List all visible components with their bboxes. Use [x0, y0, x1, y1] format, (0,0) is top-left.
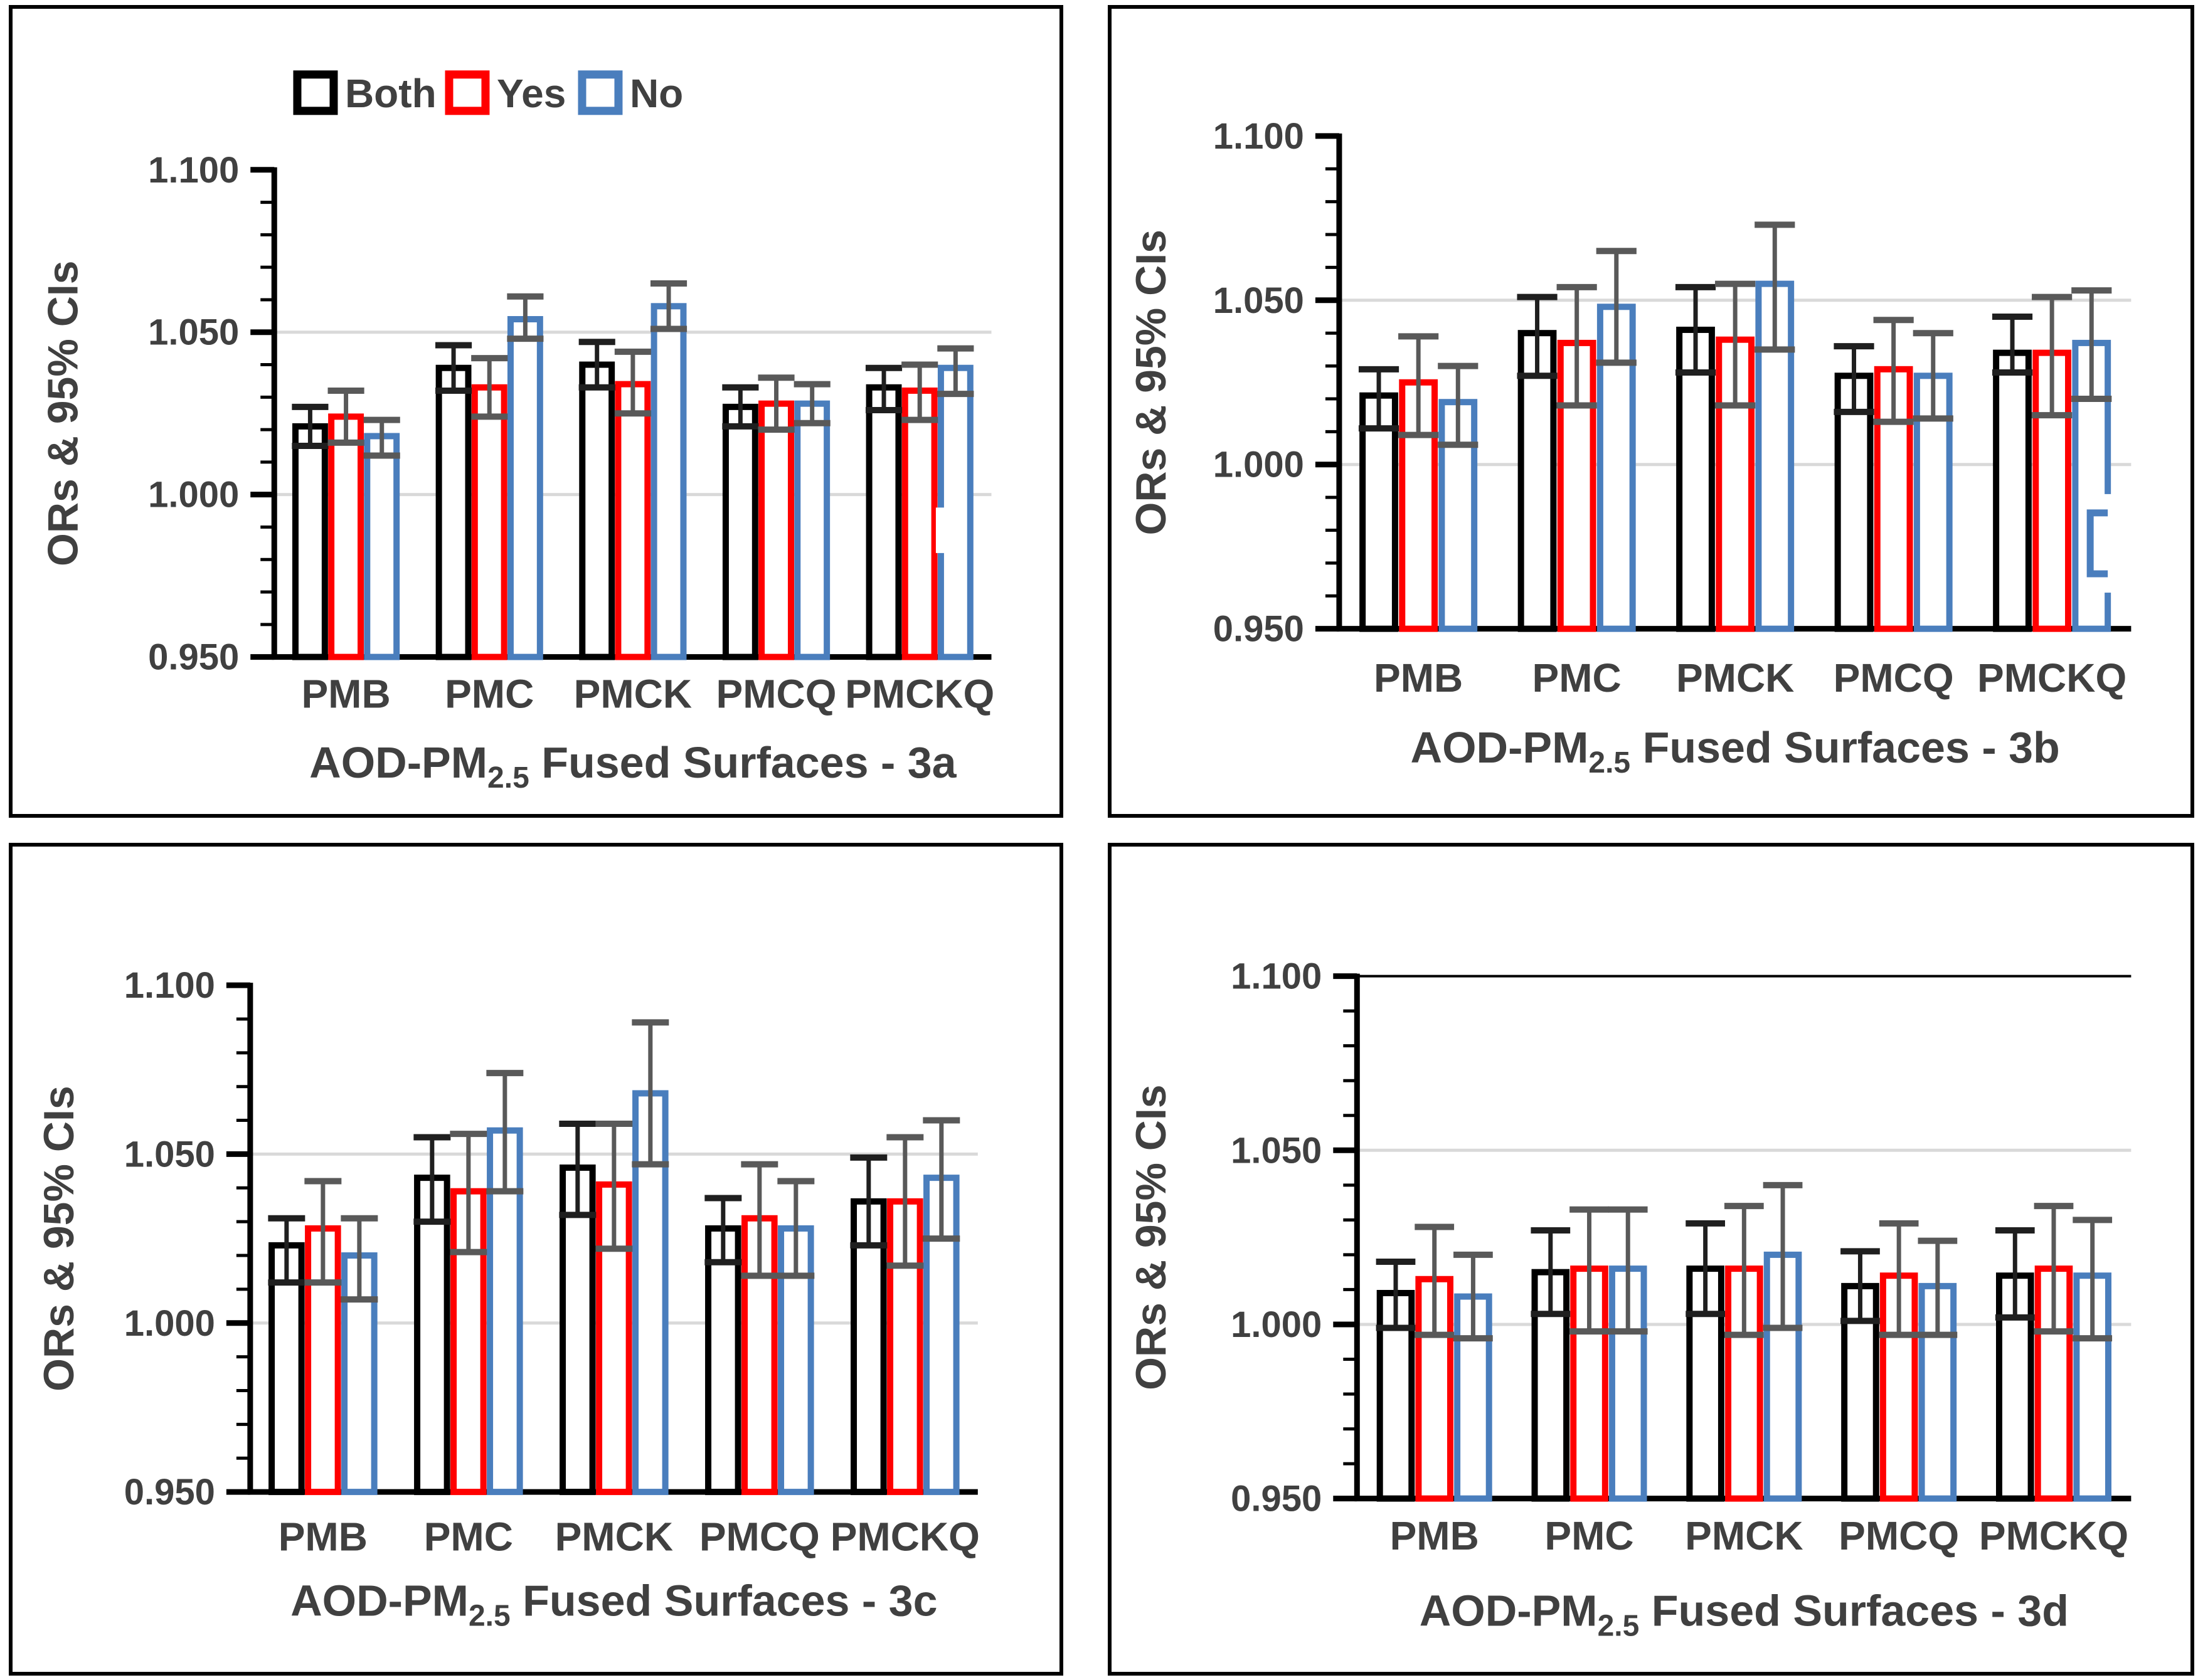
- legend-label-yes: Yes: [497, 71, 566, 116]
- y-tick-label: 1.100: [124, 965, 215, 1006]
- bar-3b-PMB-Both: [1359, 392, 1398, 632]
- bar-3c-PMCK-Both: [560, 1164, 596, 1496]
- bar-3a-PMC-Yes: [471, 384, 507, 660]
- y-tick-label: 1.050: [148, 312, 239, 353]
- x-category-label-PMB: PMB: [1374, 655, 1463, 700]
- y-tick-label: 1.100: [1213, 116, 1304, 157]
- bar-3a-PMCK-Yes: [615, 381, 651, 660]
- x-category-label-PMCQ: PMCQ: [716, 672, 837, 717]
- bar-chart-3a: 0.950 1.000 1.050 1.100 PMB PMC PMCK PMCQ PMCKQ O…: [39, 70, 994, 795]
- x-category-label-PMC: PMC: [445, 672, 534, 717]
- bar-break-gap: [935, 507, 946, 553]
- x-category-label-PMB: PMB: [1390, 1513, 1479, 1558]
- x-category-label-PMC: PMC: [424, 1514, 513, 1560]
- x-category-label-PMCK: PMCK: [1676, 655, 1794, 700]
- bar-3a-PMB-No: [364, 433, 400, 660]
- legend-label-no: No: [630, 71, 683, 116]
- chart-panel-3d: 0.950 1.000 1.050 1.100 PMB PMC PMCK PMCQ PMCKQ O…: [1108, 843, 2194, 1676]
- bar-3b-PMCKQ-Both: [1993, 349, 2032, 632]
- x-category-label-PMCQ: PMCQ: [1839, 1513, 1959, 1558]
- y-tick-label: 1.000: [1231, 1304, 1322, 1345]
- legend-label-both: Both: [345, 71, 437, 116]
- x-category-label-PMCK: PMCK: [555, 1514, 673, 1560]
- bar-3c-PMCK-Yes: [596, 1181, 632, 1496]
- y-tick-label: 1.100: [148, 150, 239, 191]
- bar-3a-PMC-Both: [435, 364, 472, 660]
- bar-3c-PMC-Both: [414, 1175, 450, 1496]
- x-category-label-PMCQ: PMCQ: [1834, 655, 1954, 700]
- x-category-label-PMCKQ: PMCKQ: [1977, 655, 2126, 700]
- bar-3a-PMCK-Both: [579, 361, 615, 660]
- y-axis-title: ORs & 95% CIs: [1127, 230, 1175, 536]
- bar-chart-3b: 0.950 1.000 1.050 1.100 PMB PMC PMCK PMCQ PMCKQ O…: [1127, 116, 2132, 779]
- legend-swatch-no: [578, 70, 623, 115]
- bar-3a-PMCQ-Both: [722, 403, 758, 660]
- bar-3a-PMCK-No: [650, 303, 687, 660]
- x-category-label-PMCK: PMCK: [1685, 1513, 1803, 1558]
- y-tick-label: 1.050: [1213, 280, 1304, 321]
- bar-3d-PMCQ-Yes: [1879, 1272, 1918, 1502]
- y-tick-label: 0.950: [1231, 1479, 1322, 1519]
- x-category-label-PMCKQ: PMCKQ: [1979, 1513, 2128, 1558]
- y-tick-label: 0.950: [124, 1472, 215, 1513]
- y-tick-label: 1.050: [1231, 1130, 1322, 1171]
- legend-swatch-both: [293, 70, 338, 115]
- bar-chart-3d: 0.950 1.000 1.050 1.100 PMB PMC PMCK PMCQ PMCKQ O…: [1127, 956, 2132, 1642]
- x-axis-title: AOD-PM2.5 Fused Surfaces - 3d: [1420, 1586, 2069, 1642]
- x-category-label-PMC: PMC: [1532, 655, 1622, 700]
- bar-3b-PMB-Yes: [1399, 379, 1438, 632]
- bar-3a-PMC-No: [507, 316, 543, 660]
- x-category-label-PMCK: PMCK: [574, 672, 692, 717]
- y-axis-title: ORs & 95% CIs: [39, 260, 87, 566]
- x-category-label-PMB: PMB: [301, 672, 390, 717]
- bar-3a-PMCQ-Yes: [758, 400, 794, 660]
- y-tick-label: 1.000: [124, 1303, 215, 1344]
- chart-panel-3a: 0.950 1.000 1.050 1.100 PMB PMC PMCK PMCQ PMCKQ O…: [9, 5, 1063, 818]
- bar-3d-PMC-No: [1608, 1265, 1647, 1502]
- x-category-label-PMCQ: PMCQ: [699, 1514, 820, 1560]
- x-category-label-PMCKQ: PMCKQ: [831, 1514, 980, 1560]
- y-axis-title: ORs & 95% CIs: [1127, 1084, 1175, 1390]
- bar-3b-PMCK-Both: [1676, 326, 1715, 632]
- x-category-label-PMCKQ: PMCKQ: [845, 672, 994, 717]
- x-axis-title: AOD-PM2.5 Fused Surfaces - 3b: [1411, 723, 2060, 779]
- bar-3a-PMB-Yes: [328, 413, 364, 660]
- y-tick-label: 1.050: [124, 1134, 215, 1175]
- x-axis-title: AOD-PM2.5 Fused Surfaces - 3c: [290, 1577, 937, 1633]
- y-axis-title: ORs & 95% CIs: [35, 1086, 83, 1392]
- x-axis-title: AOD-PM2.5 Fused Surfaces - 3a: [309, 738, 957, 795]
- y-tick-label: 0.950: [148, 637, 239, 678]
- x-category-label-PMC: PMC: [1544, 1513, 1633, 1558]
- x-category-label-PMB: PMB: [279, 1514, 368, 1560]
- chart-panel-3c: 0.950 1.000 1.050 1.100 PMB PMC PMCK PMCQ PMCKQ O…: [9, 843, 1063, 1676]
- bar-3a-PMCQ-No: [794, 400, 831, 660]
- y-tick-label: 1.000: [148, 475, 239, 515]
- y-tick-label: 1.000: [1213, 445, 1304, 485]
- bar-3c-PMCKQ-Yes: [887, 1198, 923, 1496]
- bar-3a-PMCKQ-Both: [866, 384, 902, 660]
- bar-3a-PMCKQ-Yes: [901, 387, 938, 660]
- y-tick-label: 1.100: [1231, 956, 1322, 997]
- y-tick-label: 0.950: [1213, 609, 1304, 650]
- bar-break-gap: [2103, 494, 2113, 593]
- chart-panel-3b: 0.950 1.000 1.050 1.100 PMB PMC PMCK PMCQ PMCKQ O…: [1108, 5, 2194, 818]
- bar-3a-PMB-Both: [292, 423, 328, 660]
- legend-swatch-yes: [445, 70, 490, 115]
- bar-break-bracket: [2086, 509, 2108, 578]
- bar-chart-3c: 0.950 1.000 1.050 1.100 PMB PMC PMCK PMCQ PMCKQ O…: [35, 965, 980, 1633]
- bar-3c-PMCQ-Both: [705, 1225, 741, 1496]
